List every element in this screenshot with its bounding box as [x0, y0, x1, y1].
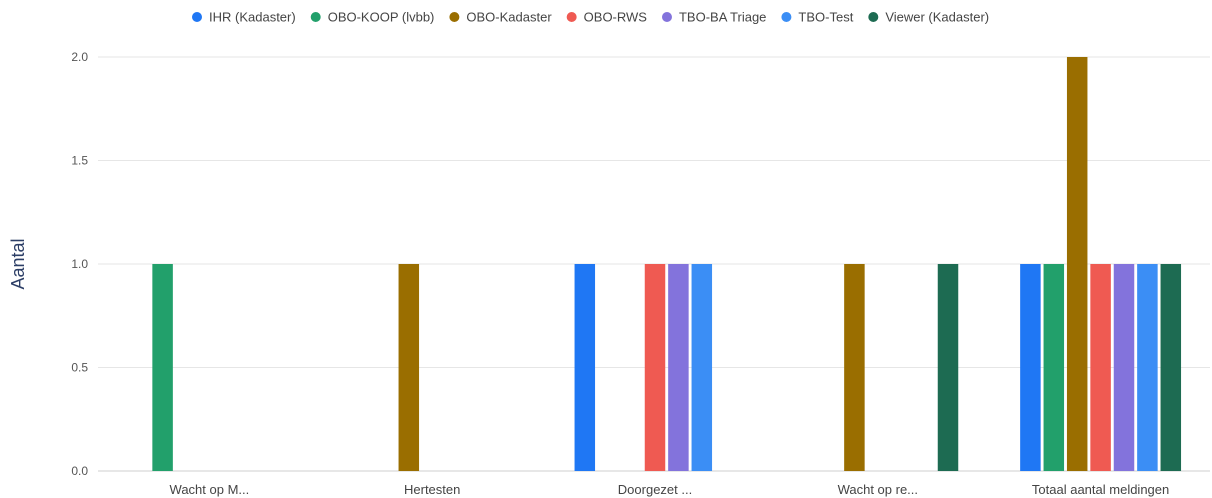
- bar[interactable]: [1114, 264, 1135, 471]
- legend-swatch: [449, 12, 459, 22]
- bar[interactable]: [575, 264, 596, 471]
- legend-item[interactable]: OBO-Kadaster: [449, 10, 552, 25]
- x-tick-label: Totaal aantal meldingen: [1032, 482, 1169, 497]
- x-tick-label: Wacht op re...: [838, 482, 918, 497]
- legend-swatch: [311, 12, 321, 22]
- y-tick-label: 0.5: [71, 361, 88, 375]
- legend-item[interactable]: Viewer (Kadaster): [868, 10, 989, 25]
- y-tick-label: 1.5: [71, 154, 88, 168]
- bar[interactable]: [1090, 264, 1111, 471]
- y-tick-label: 2.0: [71, 50, 88, 64]
- bar[interactable]: [399, 264, 420, 471]
- legend: IHR (Kadaster) OBO-KOOP (lvbb) OBO-Kadaste…: [192, 10, 989, 25]
- bar[interactable]: [1067, 57, 1088, 471]
- legend-label: TBO-BA Triage: [679, 10, 766, 25]
- y-tick-label: 0.0: [71, 464, 88, 478]
- bar[interactable]: [152, 264, 173, 471]
- x-tick-label: Doorgezet ...: [618, 482, 692, 497]
- x-tick-label: Hertesten: [404, 482, 460, 497]
- y-axis-ticks: 0.0 0.5 1.0 1.5 2.0: [71, 50, 88, 478]
- legend-label: IHR (Kadaster): [209, 10, 296, 25]
- legend-swatch: [868, 12, 878, 22]
- legend-label: TBO-Test: [798, 10, 853, 25]
- bar[interactable]: [668, 264, 689, 471]
- legend-item[interactable]: OBO-RWS: [567, 10, 648, 25]
- legend-item[interactable]: TBO-BA Triage: [662, 10, 766, 25]
- y-tick-label: 1.0: [71, 257, 88, 271]
- x-tick-label: Wacht op M...: [170, 482, 250, 497]
- legend-label: OBO-RWS: [584, 10, 648, 25]
- legend-item[interactable]: IHR (Kadaster): [192, 10, 296, 25]
- y-axis-label: Aantal: [8, 238, 28, 289]
- bar[interactable]: [692, 264, 713, 471]
- legend-label: OBO-Kadaster: [466, 10, 552, 25]
- legend-swatch: [781, 12, 791, 22]
- legend-item[interactable]: TBO-Test: [781, 10, 853, 25]
- legend-swatch: [567, 12, 577, 22]
- legend-swatch: [192, 12, 202, 22]
- x-axis-labels: Wacht op M... Hertesten Doorgezet ... Wacht…: [170, 482, 1170, 497]
- legend-label: OBO-KOOP (lvbb): [328, 10, 435, 25]
- legend-swatch: [662, 12, 672, 22]
- legend-item[interactable]: OBO-KOOP (lvbb): [311, 10, 435, 25]
- bar[interactable]: [1044, 264, 1065, 471]
- bar[interactable]: [1137, 264, 1158, 471]
- bar[interactable]: [645, 264, 666, 471]
- bar[interactable]: [1161, 264, 1182, 471]
- bar[interactable]: [844, 264, 865, 471]
- bar[interactable]: [938, 264, 959, 471]
- legend-label: Viewer (Kadaster): [885, 10, 989, 25]
- bar[interactable]: [1020, 264, 1041, 471]
